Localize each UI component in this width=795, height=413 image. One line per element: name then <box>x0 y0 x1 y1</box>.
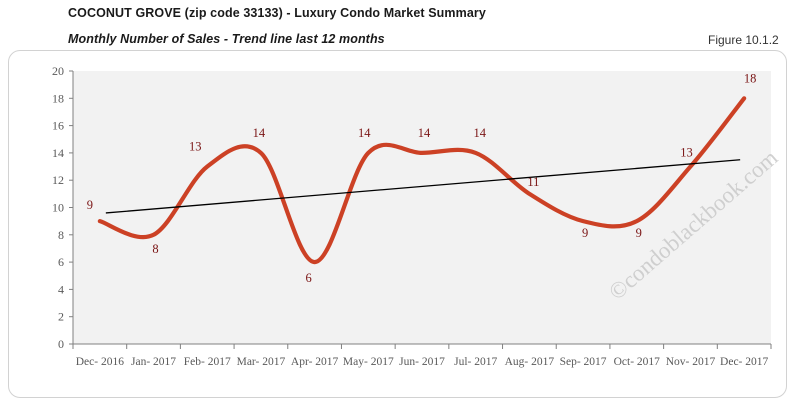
x-axis-tick-label: Apr- 2017 <box>291 356 339 368</box>
page-subtitle: Monthly Number of Sales - Trend line las… <box>68 32 385 46</box>
x-axis-tick-label: Oct- 2017 <box>614 356 661 368</box>
data-label: 14 <box>418 126 431 140</box>
data-label: 14 <box>473 126 486 140</box>
sales-trend-chart: 0 2 4 6 8 10 12 14 16 18 20 Dec- 2016 Jan- 2017 Feb- … <box>52 64 783 368</box>
data-label: 14 <box>253 126 266 140</box>
series-line-monthly-sales <box>97 96 747 265</box>
chart-frame: 0 2 4 6 8 10 12 14 16 18 20 Dec- 2016 Jan- 2017 Feb- … <box>8 50 787 398</box>
y-axis-tick-label: 6 <box>58 255 64 269</box>
y-axis-tick-label: 2 <box>58 310 64 324</box>
x-axis-tick-label: Jan- 2017 <box>131 356 176 368</box>
data-label: 18 <box>744 71 757 85</box>
x-axis-tick-label: Feb- 2017 <box>184 356 231 368</box>
data-label: 11 <box>527 175 539 189</box>
data-label: 9 <box>582 226 588 240</box>
y-axis-tick-label: 18 <box>52 91 64 105</box>
data-label: 6 <box>305 271 311 285</box>
x-axis-tick-label: Dec- 2017 <box>720 356 768 368</box>
data-label: 9 <box>87 198 93 212</box>
data-label: 13 <box>189 140 202 154</box>
y-axis-tick-label: 16 <box>52 119 64 133</box>
data-label: 13 <box>680 146 693 160</box>
x-axis-tick-label: Jun- 2017 <box>399 356 445 368</box>
x-axis-tick-label: Jul- 2017 <box>454 356 497 368</box>
x-axis-tick-label: Sep- 2017 <box>560 356 607 368</box>
data-label: 14 <box>358 126 371 140</box>
page-title: COCONUT GROVE (zip code 33133) - Luxury … <box>68 6 486 20</box>
x-axis-tick-label: Dec- 2016 <box>76 356 124 368</box>
x-axis-tick-label: Nov- 2017 <box>666 356 716 368</box>
trend-line <box>105 159 741 214</box>
data-label: 8 <box>152 242 158 256</box>
y-axis-tick-label: 14 <box>52 146 64 160</box>
x-axis-tick-label: Mar- 2017 <box>237 356 286 368</box>
x-axis-tick-label: May- 2017 <box>343 356 394 368</box>
y-axis-tick-label: 0 <box>58 337 64 351</box>
y-axis-tick-label: 12 <box>52 173 64 187</box>
y-axis-tick-label: 20 <box>52 64 64 78</box>
y-axis-tick-label: 10 <box>52 201 64 215</box>
y-axis-tick-label: 4 <box>58 282 64 296</box>
x-axis-tick-label: Aug- 2017 <box>505 356 555 368</box>
figure-label: Figure 10.1.2 <box>708 33 779 47</box>
y-axis-tick-label: 8 <box>58 228 64 242</box>
data-label: 9 <box>636 226 642 240</box>
